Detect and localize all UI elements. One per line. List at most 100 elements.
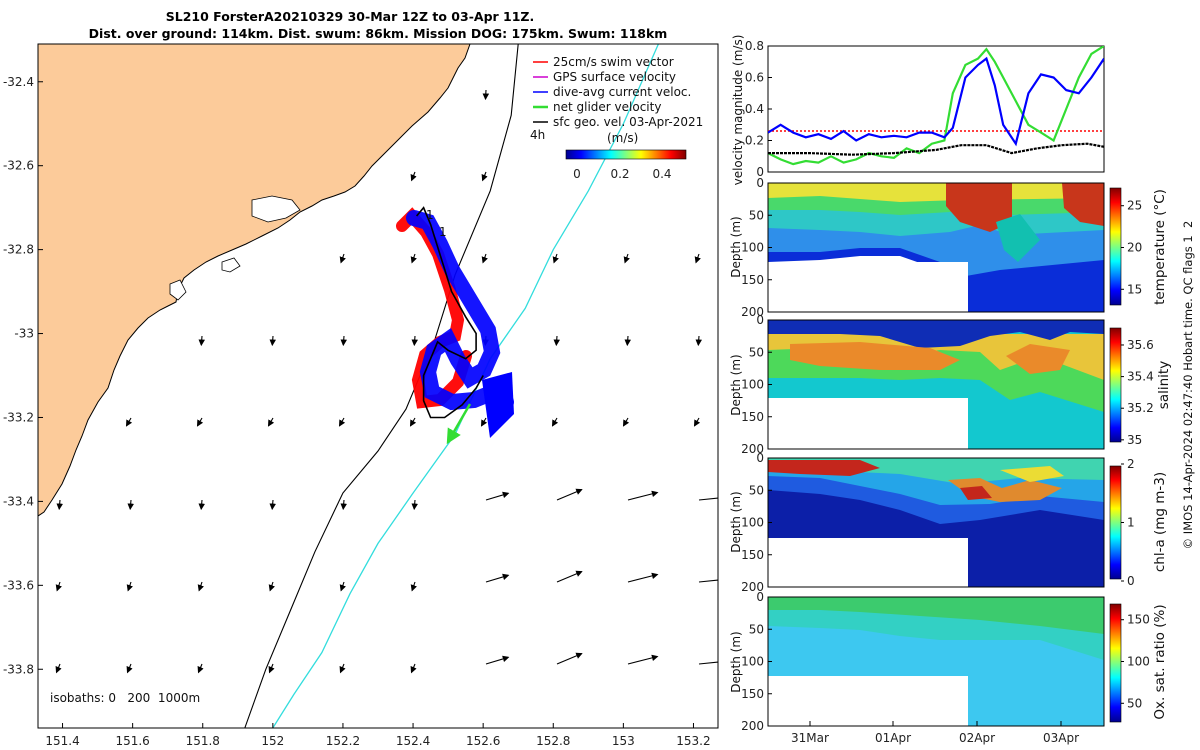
sfc-geo-vector-arrow (268, 581, 275, 592)
sfc-geo-vector-arrow (125, 417, 133, 427)
sfc-geo-vector-arrow (339, 253, 346, 264)
sfc-geo-vector-arrow (698, 497, 718, 501)
map-y-tick-label: -33.6 (3, 578, 34, 592)
depth-tick-label: 100 (741, 378, 764, 392)
oxygen-panel: Depth (m) Ox. sat. ratio (%) (729, 596, 1168, 727)
depth-tick-label: 150 (741, 548, 764, 562)
salinity-colorbar (1109, 327, 1122, 443)
velocity-y-tick-label: 0 (756, 165, 764, 179)
colorbar-tick-label: 0 (1127, 574, 1135, 588)
date-tick-label: 31Mar (791, 731, 829, 745)
dive-avg-band (406, 210, 514, 411)
colorbar-tick-label: 2 (1127, 457, 1135, 471)
salinity-panel: Depth (m) salinity (729, 319, 1172, 450)
sfc-geo-vector-arrow (481, 171, 488, 182)
sfc-geo-vector-arrow (409, 417, 417, 427)
temperature-hot-1 (946, 183, 1012, 232)
chla-cbar-label: chl-a (mg m-3) (1152, 472, 1168, 572)
map-x-tick-label: 151.4 (45, 734, 79, 748)
map-x-tick-label: 151.8 (186, 734, 220, 748)
map-x-tick-label: 152 (261, 734, 284, 748)
sfc-geo-vector-arrow (55, 581, 62, 592)
map-x-tick-label: 152.4 (396, 734, 430, 748)
sfc-geo-velocity-line (768, 142, 1104, 156)
depth-tick-label: 0 (756, 176, 764, 190)
sfc-geo-vector-arrow (623, 253, 630, 264)
oxygen-nodata (768, 676, 968, 726)
map-colorbar-tick: 0.2 (610, 167, 629, 181)
depth-tick-label: 100 (741, 516, 764, 530)
map-legend: 25cm/s swim vector GPS surface velocity … (530, 55, 703, 181)
sfc-geo-vector-arrow (551, 417, 559, 427)
depth-tick-label: 150 (741, 273, 764, 287)
lake-2 (169, 279, 187, 301)
oxygen-cbar-label: Ox. sat. ratio (%) (1152, 604, 1168, 719)
sfc-geo-vector-arrow (411, 335, 419, 347)
sfc-geo-vector-arrow (485, 491, 510, 501)
sfc-geo-vectors (55, 89, 718, 674)
date-tick-label: 01Apr (875, 731, 911, 745)
sfc-geo-vector-arrow (269, 335, 277, 347)
sfc-geo-vector-arrow (339, 663, 346, 674)
chla-bloom-4 (1000, 466, 1064, 482)
salinity-ylabel: Depth (m) (729, 354, 743, 415)
colorbar-tick-label: 1 (1127, 516, 1135, 530)
sfc-geo-vector-arrow (556, 570, 583, 583)
colorbar-tick-label: 50 (1127, 696, 1142, 710)
map-y-tick-label: -33.8 (3, 662, 34, 676)
depth-tick-label: 200 (741, 442, 764, 456)
depth-tick-label: 50 (749, 345, 764, 359)
temperature-ylabel: Depth (m) (729, 216, 743, 277)
lake-3 (221, 257, 241, 273)
chla-nodata (768, 538, 968, 587)
salinity-top-fresh (768, 320, 1104, 348)
sfc-geo-vector-arrow (338, 417, 346, 427)
legend-sfc: sfc geo. vel. 03-Apr-2021 (553, 115, 703, 129)
sfc-geo-vector-arrow (196, 417, 204, 427)
map-x-tick-label: 153 (612, 734, 635, 748)
date-tick-label: 03Apr (1043, 731, 1079, 745)
colorbar-tick-label: 25 (1127, 199, 1142, 213)
temperature-hot-2 (1062, 183, 1104, 226)
sfc-geo-vector-arrow (197, 581, 204, 592)
sfc-geo-vector-arrow (126, 581, 133, 592)
colorbar-tick-label: 35.6 (1127, 338, 1154, 352)
sfc-geo-vector-arrow (552, 253, 559, 264)
map-y-tick-label: -32.8 (3, 243, 34, 257)
sfc-geo-vector-arrow (556, 652, 583, 665)
panel-axes: 05010015020025201505010015020035.635.435… (741, 176, 1154, 745)
depth-tick-label: 0 (756, 451, 764, 465)
sfc-geo-vector-arrow (411, 499, 418, 511)
sfc-geo-vector-arrow (695, 335, 703, 347)
depth-tick-label: 100 (741, 655, 764, 669)
map-y-tick-label: -32.6 (3, 159, 34, 173)
salinity-core (790, 342, 960, 370)
depth-tick-label: 200 (741, 305, 764, 319)
depth-tick-label: 50 (749, 208, 764, 222)
sfc-geo-vector-arrow (481, 253, 488, 264)
velocity-axes: 0 0.2 0.4 0.6 0.8 (745, 39, 772, 179)
chla-ylabel: Depth (m) (729, 491, 743, 552)
legend-gps: GPS surface velocity (553, 70, 676, 84)
sfc-geo-vector-arrow (268, 663, 275, 674)
glider-track: 1 1 (396, 206, 514, 445)
lake-1 (251, 195, 301, 223)
sfc-geo-vector-arrow (693, 417, 701, 427)
oxygen-colorbar (1109, 603, 1122, 723)
map-x-tick-label: 151.6 (115, 734, 149, 748)
map-x-tick-label: 153.2 (676, 734, 710, 748)
sfc-geo-vector-arrow (480, 417, 488, 427)
map-y-tick-label: -33.4 (3, 494, 34, 508)
velocity-y-tick-label: 0.4 (745, 102, 764, 116)
colorbar-tick-label: 35.2 (1127, 401, 1154, 415)
colorbar-tick-label: 20 (1127, 241, 1142, 255)
chla-bloom-1 (768, 460, 880, 476)
sfc-geo-vector-arrow (482, 89, 490, 101)
depth-tick-label: 0 (756, 590, 764, 604)
map-y-tick-label: -33.2 (3, 410, 34, 424)
colorbar-tick-label: 15 (1127, 282, 1142, 296)
sfc-geo-vector-arrow (410, 253, 417, 264)
chla-colorbar (1109, 465, 1122, 580)
sfc-geo-vector-arrow (698, 661, 718, 665)
land-mass (38, 44, 471, 517)
